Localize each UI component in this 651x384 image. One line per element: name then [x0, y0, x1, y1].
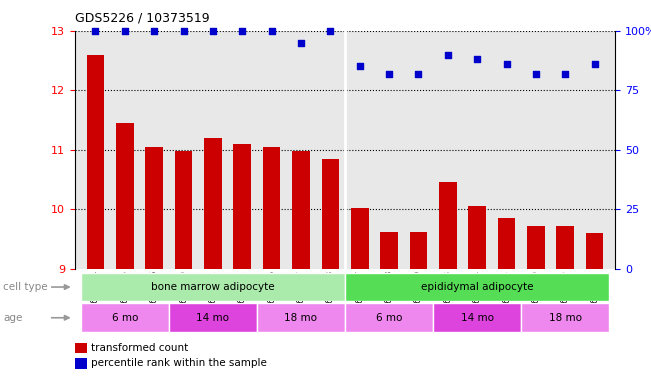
Point: [149, 28, 159, 34]
Text: 14 mo: 14 mo: [461, 313, 493, 323]
Bar: [116, 123, 133, 269]
Bar: [292, 151, 310, 269]
Point: [531, 71, 541, 77]
Bar: [527, 226, 545, 269]
Text: transformed count: transformed count: [91, 343, 188, 353]
Bar: [204, 138, 222, 269]
Point: [178, 28, 189, 34]
Bar: [257, 303, 345, 332]
Point: [296, 40, 306, 46]
Point: [443, 51, 453, 58]
Text: percentile rank within the sample: percentile rank within the sample: [91, 358, 267, 368]
Bar: [81, 273, 345, 301]
Bar: [586, 233, 603, 269]
Point: [472, 56, 482, 62]
Bar: [351, 208, 368, 269]
Text: age: age: [3, 313, 23, 323]
Bar: [234, 144, 251, 269]
Point: [501, 61, 512, 67]
Point: [325, 28, 335, 34]
Point: [266, 28, 277, 34]
Bar: [468, 206, 486, 269]
Text: cell type: cell type: [3, 282, 48, 292]
Bar: [322, 159, 339, 269]
Bar: [557, 226, 574, 269]
Text: bone marrow adipocyte: bone marrow adipocyte: [151, 282, 275, 292]
Bar: [498, 218, 516, 269]
Bar: [345, 303, 433, 332]
Bar: [409, 232, 427, 269]
Bar: [521, 303, 609, 332]
Point: [208, 28, 218, 34]
Bar: [87, 55, 104, 269]
Bar: [169, 303, 257, 332]
Point: [589, 61, 600, 67]
Bar: [263, 147, 281, 269]
Bar: [439, 182, 456, 269]
Bar: [174, 151, 192, 269]
Text: 6 mo: 6 mo: [376, 313, 402, 323]
Bar: [81, 303, 169, 332]
Text: 18 mo: 18 mo: [549, 313, 582, 323]
Point: [120, 28, 130, 34]
Point: [355, 63, 365, 70]
Text: 14 mo: 14 mo: [197, 313, 229, 323]
Text: epididymal adipocyte: epididymal adipocyte: [421, 282, 533, 292]
Point: [384, 71, 395, 77]
Bar: [433, 303, 521, 332]
Point: [413, 71, 424, 77]
Point: [560, 71, 570, 77]
Text: GDS5226 / 10373519: GDS5226 / 10373519: [75, 12, 210, 25]
Bar: [145, 147, 163, 269]
Text: 18 mo: 18 mo: [284, 313, 318, 323]
Point: [237, 28, 247, 34]
Text: 6 mo: 6 mo: [111, 313, 138, 323]
Bar: [380, 232, 398, 269]
Bar: [345, 273, 609, 301]
Point: [90, 28, 101, 34]
